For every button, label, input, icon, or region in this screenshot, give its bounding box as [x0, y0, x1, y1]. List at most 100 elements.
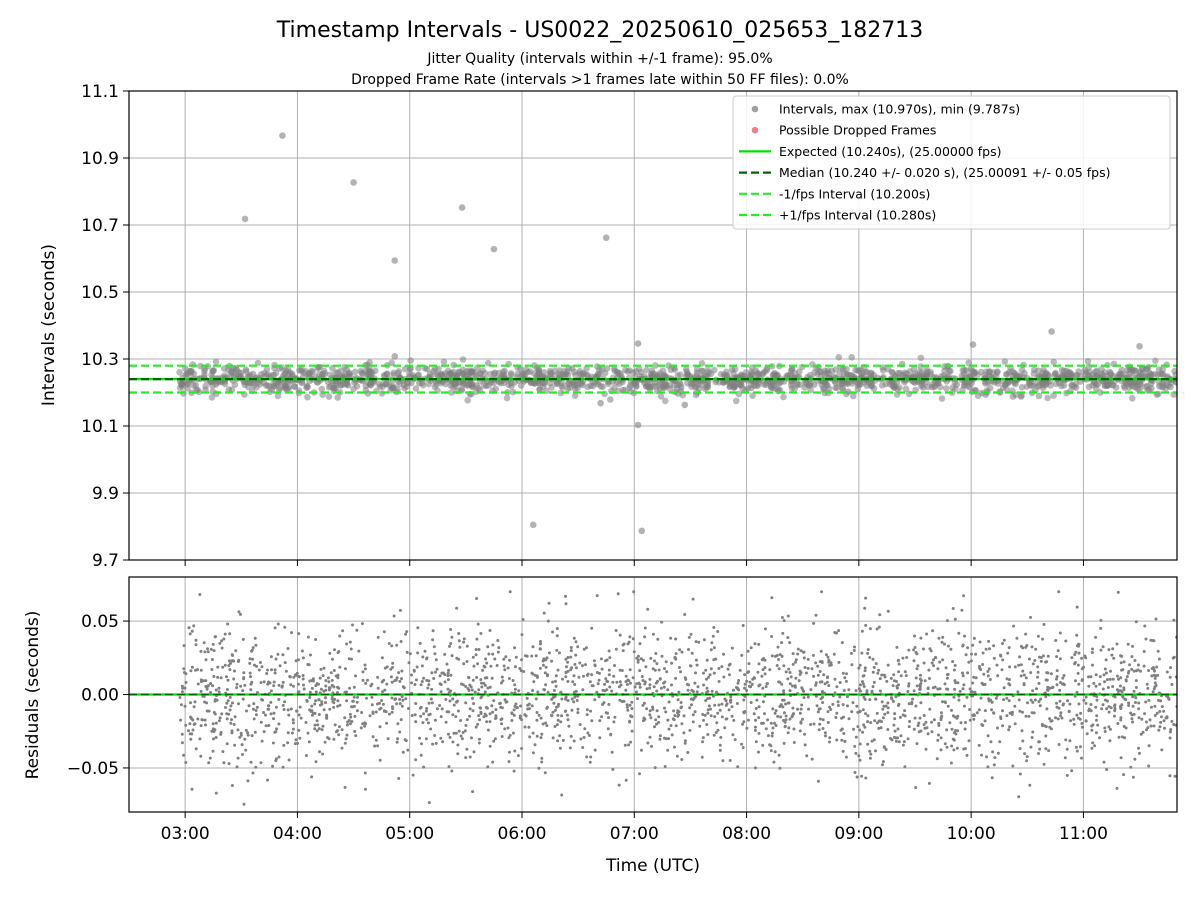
- interval-point: [326, 371, 334, 379]
- residual-point: [286, 731, 290, 735]
- residual-point: [1011, 710, 1014, 714]
- residual-point: [1055, 655, 1059, 659]
- residual-point: [547, 601, 551, 605]
- residual-point: [819, 697, 823, 701]
- residual-point: [778, 653, 782, 657]
- residual-point: [993, 756, 997, 760]
- residual-point: [401, 698, 405, 702]
- residual-point: [553, 689, 556, 692]
- residual-point: [314, 690, 318, 694]
- residual-point: [599, 657, 603, 661]
- residual-point: [188, 722, 192, 726]
- residual-point: [262, 711, 266, 714]
- residual-point: [236, 660, 240, 663]
- residual-point: [545, 674, 549, 678]
- residual-point: [243, 683, 247, 687]
- residual-point: [657, 720, 661, 724]
- residual-point: [930, 730, 934, 734]
- residual-point: [447, 691, 451, 695]
- residual-point: [987, 639, 991, 643]
- residual-point: [482, 664, 486, 668]
- interval-point: [469, 383, 476, 390]
- residual-point: [582, 736, 586, 739]
- residual-point: [913, 634, 916, 638]
- residual-point: [415, 678, 418, 682]
- interval-point: [358, 369, 366, 377]
- residual-point: [849, 651, 853, 655]
- intervals-x-ticks: [184, 560, 1084, 566]
- residual-point: [1103, 667, 1107, 671]
- residual-point: [955, 716, 959, 720]
- residual-point: [257, 668, 261, 672]
- residual-point: [919, 701, 923, 705]
- residual-point: [705, 691, 709, 694]
- interval-point: [712, 378, 719, 386]
- residual-point: [864, 596, 868, 600]
- residual-point: [662, 736, 666, 740]
- residual-point: [863, 697, 867, 701]
- residual-point: [701, 713, 705, 716]
- residual-point: [283, 625, 287, 629]
- residual-point: [465, 718, 469, 722]
- residual-point: [858, 683, 862, 687]
- residual-point: [676, 698, 680, 702]
- residual-point: [441, 740, 445, 744]
- residual-point: [182, 753, 186, 757]
- residual-point: [934, 656, 938, 660]
- residual-point: [974, 652, 978, 656]
- residual-point: [268, 681, 272, 685]
- residual-point: [324, 701, 327, 705]
- residual-point: [972, 636, 976, 640]
- residual-point: [520, 718, 524, 722]
- residual-point: [374, 710, 378, 714]
- residual-point: [1128, 663, 1132, 667]
- residual-point: [750, 682, 754, 686]
- residual-point: [793, 685, 797, 689]
- residual-point: [878, 677, 882, 681]
- residual-point: [922, 714, 926, 717]
- residual-point: [1089, 709, 1093, 713]
- residual-point: [660, 654, 664, 658]
- residual-point: [728, 699, 732, 703]
- residual-point: [1036, 665, 1040, 669]
- residual-point: [1162, 709, 1166, 713]
- interval-point: [796, 381, 804, 388]
- residual-point: [829, 663, 833, 667]
- residual-point: [291, 727, 295, 731]
- interval-point: [1009, 393, 1017, 400]
- residual-point: [802, 656, 806, 660]
- residual-point: [799, 649, 803, 653]
- interval-point: [966, 384, 973, 391]
- interval-point: [1097, 389, 1104, 396]
- residual-point: [464, 724, 468, 727]
- residual-point: [925, 726, 929, 730]
- residual-point: [204, 658, 208, 662]
- residual-point: [770, 654, 774, 658]
- residual-point: [782, 664, 786, 668]
- residual-point: [1104, 658, 1108, 662]
- residual-point: [1099, 648, 1103, 652]
- interval-point: [401, 365, 409, 373]
- residual-point: [224, 706, 227, 709]
- residual-point: [418, 641, 422, 645]
- interval-point: [1157, 371, 1164, 378]
- residual-point: [419, 714, 423, 718]
- residual-point: [205, 687, 209, 691]
- residual-point: [556, 739, 560, 743]
- residual-point: [1109, 706, 1113, 710]
- residual-point: [405, 630, 409, 634]
- residual-point: [232, 723, 236, 726]
- residual-point: [491, 652, 495, 656]
- residual-point: [1055, 677, 1058, 681]
- residual-point: [447, 765, 451, 769]
- interval-point: [861, 379, 868, 386]
- residual-point: [1147, 744, 1151, 748]
- residual-point: [626, 708, 630, 712]
- residual-point: [757, 750, 760, 754]
- residual-point: [410, 681, 414, 685]
- residual-point: [1080, 721, 1084, 725]
- residual-point: [470, 688, 474, 692]
- residual-point: [493, 657, 497, 661]
- residual-point: [488, 712, 492, 716]
- residual-point: [199, 649, 203, 653]
